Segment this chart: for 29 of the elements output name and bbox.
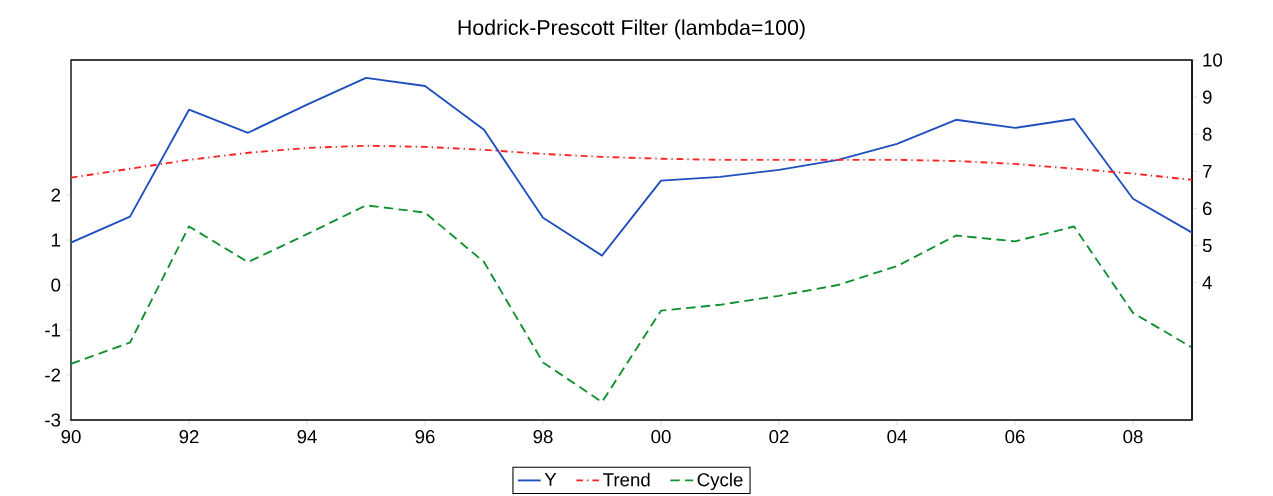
y-tick-label: -3 <box>45 413 61 427</box>
y-tick-label: -2 <box>45 368 61 382</box>
x-tick-label: 08 <box>1123 430 1143 444</box>
x-tick-label: 02 <box>769 430 789 444</box>
y-tick-label: 0 <box>51 278 61 292</box>
y2-tick-label: 6 <box>1202 201 1212 216</box>
x-tick-label: 96 <box>415 430 435 444</box>
x-tick-label: 94 <box>297 430 317 444</box>
legend-label: Cycle <box>697 472 743 491</box>
x-tick-label: 04 <box>887 430 907 444</box>
y-tick-label: -1 <box>45 323 61 337</box>
x-tick-label: 00 <box>651 430 671 444</box>
line-series <box>71 76 1193 257</box>
y2-tick-label: 8 <box>1202 127 1212 141</box>
y2-tick-label: 10 <box>1203 53 1223 67</box>
legend-label: Trend <box>603 472 650 487</box>
y2-tick-label: 7 <box>1203 164 1212 178</box>
y2-tick-label: 9 <box>1202 90 1212 104</box>
y-tick-label: 1 <box>52 233 61 247</box>
x-tick-label: 90 <box>61 430 81 444</box>
chart-title: Hodrick-Prescott Filter (lambda=100) <box>458 19 805 40</box>
y2-tick-label: 5 <box>1202 239 1212 253</box>
y2-tick-label: 4 <box>1202 276 1212 290</box>
y-tick-label: 2 <box>51 188 61 202</box>
x-tick-label: 06 <box>1005 430 1025 444</box>
line-series <box>71 204 1193 403</box>
x-tick-label: 92 <box>179 430 199 444</box>
legend-label: Y <box>544 473 557 486</box>
x-tick-label: 98 <box>533 430 553 444</box>
